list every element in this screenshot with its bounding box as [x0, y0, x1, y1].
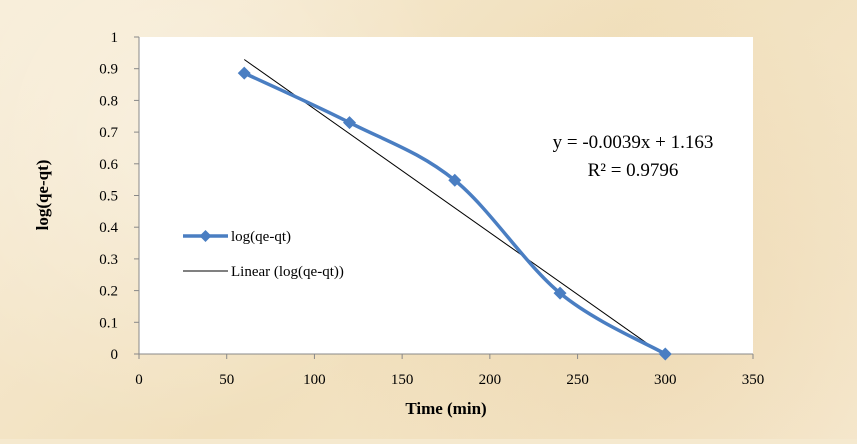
x-tick-label: 50	[219, 372, 234, 388]
legend: log(qe-qt) Linear (log(qe-qt))	[183, 229, 344, 280]
legend-trendline-label: Linear (log(qe-qt))	[231, 264, 344, 280]
data-point-marker	[343, 116, 357, 130]
y-tick-label: 0.5	[99, 189, 118, 205]
y-tick-label: 0.2	[99, 284, 118, 300]
y-tick-label: 0.1	[99, 315, 118, 331]
x-tick-label: 350	[742, 372, 765, 388]
legend-series-swatch-marker	[199, 230, 212, 242]
data-point-marker	[658, 347, 672, 361]
y-axis-title: log(qe-qt)	[33, 160, 52, 231]
equation-label: y = -0.0039x + 1.163	[553, 132, 714, 153]
legend-series-label: log(qe-qt)	[231, 229, 291, 245]
trendline-group	[243, 59, 666, 357]
x-axis-title: Time (min)	[405, 399, 486, 418]
data-point-marker	[237, 66, 251, 80]
x-tick-label: 150	[391, 372, 414, 388]
series-group	[237, 66, 672, 361]
trendline	[243, 59, 666, 357]
y-tick-label: 0.4	[99, 220, 118, 236]
y-tick-label: 0.3	[99, 252, 118, 268]
x-tick-label: 100	[303, 372, 326, 388]
y-tick-label: 0.8	[99, 93, 118, 109]
r-squared-label: R² = 0.9796	[588, 160, 679, 181]
x-tick-label: 0	[135, 372, 143, 388]
plot-area	[139, 37, 753, 354]
y-tick-label: 1	[111, 30, 119, 46]
y-tick-label: 0	[111, 347, 119, 363]
axes: 0 50 100 150 200 250 300 350 0 0.1 0.2 0.3 0.4 0.5 0.6…	[99, 30, 764, 388]
x-tick-label: 250	[566, 372, 589, 388]
y-tick-label: 0.6	[99, 157, 118, 173]
data-point-marker	[448, 173, 462, 187]
x-tick-label: 200	[479, 372, 502, 388]
y-tick-label: 0.7	[99, 125, 118, 141]
y-tick-label: 0.9	[99, 62, 118, 78]
data-point-marker	[553, 286, 567, 300]
x-tick-label: 300	[654, 372, 677, 388]
